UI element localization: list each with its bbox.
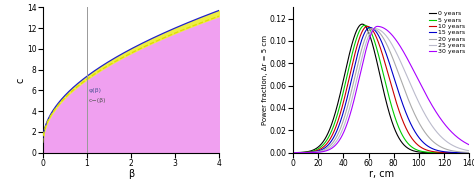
- 10 years: [383, 64, 388, 66]
- 5 years: [290, 152, 296, 154]
- 25 years: [372, 27, 378, 30]
- 15 years: [466, 152, 472, 154]
- 25 years: [333, 141, 338, 143]
- Line: 5 years: 5 years: [293, 25, 469, 153]
- 0 years: [290, 152, 296, 154]
- 25 years: [383, 34, 388, 36]
- 10 years: [372, 32, 377, 34]
- 10 years: [466, 152, 472, 154]
- 25 years: [351, 91, 356, 93]
- 0 years: [333, 110, 338, 112]
- 0 years: [383, 98, 388, 100]
- 5 years: [383, 82, 388, 84]
- 20 years: [466, 151, 472, 154]
- 5 years: [433, 151, 439, 154]
- 20 years: [464, 151, 470, 153]
- 30 years: [351, 100, 356, 102]
- X-axis label: β: β: [128, 169, 134, 179]
- Line: 20 years: 20 years: [293, 29, 469, 153]
- 5 years: [333, 119, 338, 121]
- 25 years: [433, 130, 439, 132]
- Legend: 0 years, 5 years, 10 years, 15 years, 20 years, 25 years, 30 years: 0 years, 5 years, 10 years, 15 years, 20…: [428, 10, 466, 55]
- 20 years: [370, 27, 375, 30]
- 30 years: [383, 28, 388, 30]
- 10 years: [351, 58, 356, 60]
- 25 years: [464, 149, 470, 151]
- 5 years: [466, 152, 472, 154]
- 10 years: [333, 126, 338, 128]
- 20 years: [333, 137, 338, 139]
- 5 years: [372, 40, 377, 42]
- Line: 30 years: 30 years: [293, 26, 469, 153]
- 20 years: [290, 152, 296, 154]
- 10 years: [433, 151, 439, 153]
- Y-axis label: Power fraction, Δr = 5 cm: Power fraction, Δr = 5 cm: [262, 35, 268, 125]
- 0 years: [464, 152, 470, 154]
- 30 years: [464, 142, 470, 145]
- 30 years: [433, 111, 439, 113]
- 25 years: [372, 28, 377, 30]
- 5 years: [362, 24, 368, 26]
- Y-axis label: c: c: [15, 77, 26, 83]
- 15 years: [367, 26, 373, 29]
- Text: c−(β): c−(β): [89, 98, 107, 103]
- 0 years: [372, 51, 377, 53]
- 0 years: [466, 152, 472, 154]
- 5 years: [351, 47, 356, 49]
- 20 years: [351, 80, 356, 83]
- 30 years: [290, 152, 296, 154]
- Text: φ(β): φ(β): [89, 89, 102, 93]
- 0 years: [351, 37, 356, 39]
- 10 years: [464, 152, 470, 154]
- 5 years: [464, 152, 470, 154]
- 15 years: [290, 152, 296, 154]
- X-axis label: r, cm: r, cm: [369, 169, 394, 179]
- 0 years: [359, 23, 365, 25]
- 30 years: [374, 25, 380, 27]
- Line: 15 years: 15 years: [293, 27, 469, 153]
- Line: 25 years: 25 years: [293, 29, 469, 153]
- 30 years: [333, 144, 338, 146]
- 15 years: [383, 51, 388, 53]
- 20 years: [433, 143, 439, 145]
- 15 years: [333, 132, 338, 135]
- 20 years: [372, 28, 377, 30]
- Line: 0 years: 0 years: [293, 24, 469, 153]
- 15 years: [433, 149, 439, 151]
- 0 years: [433, 152, 439, 154]
- 15 years: [464, 152, 470, 154]
- 20 years: [383, 41, 388, 43]
- 30 years: [372, 27, 377, 29]
- 25 years: [466, 150, 472, 152]
- 25 years: [290, 152, 296, 154]
- Line: 10 years: 10 years: [293, 26, 469, 153]
- 30 years: [466, 144, 472, 146]
- 10 years: [365, 25, 370, 27]
- 15 years: [372, 29, 377, 31]
- 10 years: [290, 152, 296, 154]
- 15 years: [351, 69, 356, 71]
